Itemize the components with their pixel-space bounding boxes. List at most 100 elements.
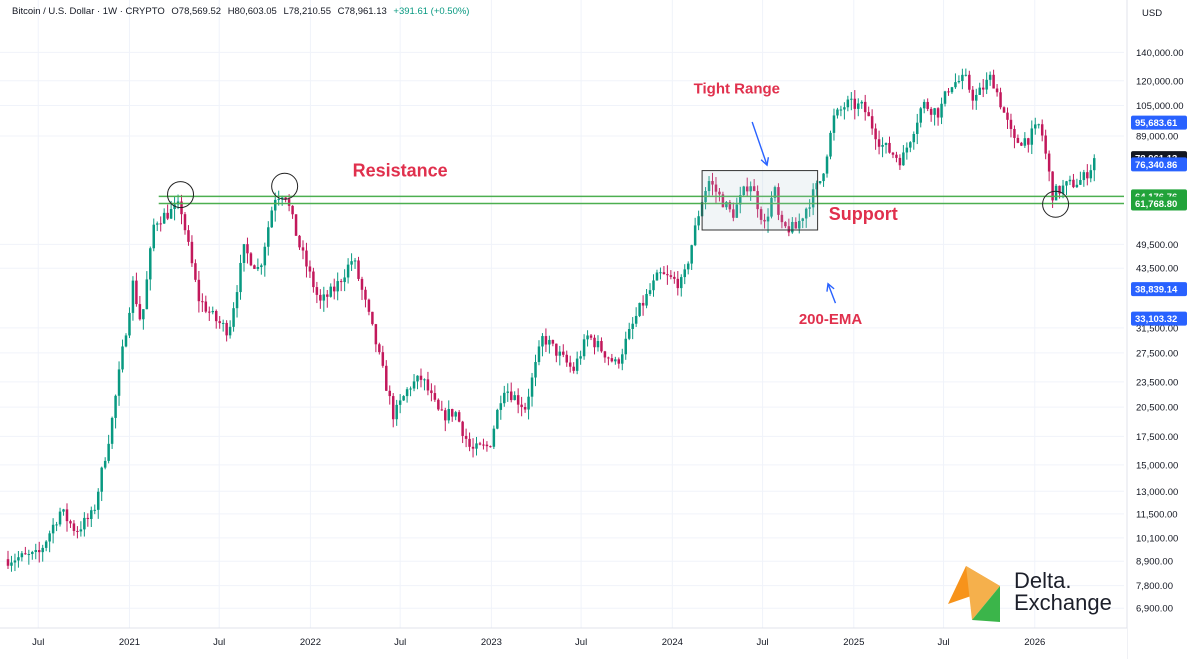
low-value: L78,210.55 [283, 6, 331, 17]
candle-body [225, 322, 228, 336]
candle-body [718, 191, 721, 195]
candle-body [211, 310, 215, 313]
candle-body [201, 301, 204, 303]
candle-body [482, 444, 485, 446]
candle-body [41, 547, 44, 553]
candle-body [995, 88, 999, 93]
candle-body [374, 324, 378, 345]
candle-body [898, 157, 902, 166]
candle-body [416, 375, 419, 382]
candle-body [492, 428, 496, 447]
candle-body [621, 354, 624, 364]
overlays: Resistance Support Tight Range 200-EMA [158, 81, 1124, 328]
candle-body [534, 362, 537, 378]
candle-body [575, 358, 579, 371]
candle-body [503, 392, 506, 404]
candle-body [728, 202, 732, 210]
candle-body [513, 395, 516, 401]
candle-body [388, 390, 391, 397]
annotation-label: 200-EMA [799, 311, 863, 328]
candle-body [55, 524, 58, 526]
candle-body [1034, 124, 1037, 129]
candle-body [142, 309, 145, 320]
candle-body [579, 356, 582, 359]
candle-body [169, 209, 173, 219]
price-tick-label: 27,500.00 [1136, 348, 1178, 359]
candle-body [246, 244, 249, 254]
price-tick-label: 23,500.00 [1136, 377, 1178, 388]
candle-body [277, 199, 280, 201]
price-badge [1131, 311, 1187, 326]
candle-body [968, 74, 971, 90]
delta-exchange-logo-mark [948, 566, 1000, 622]
candle-body [516, 395, 520, 405]
candle-body [555, 343, 558, 356]
price-tick-label: 6,900.00 [1136, 604, 1173, 615]
candle-body [975, 94, 978, 101]
candle-body [444, 410, 447, 421]
candle-body [798, 220, 801, 229]
candle-body [1068, 179, 1072, 182]
tight-range-box [701, 170, 819, 231]
candle-body [308, 266, 312, 272]
candle-body [83, 517, 86, 530]
candle-body [607, 357, 610, 359]
candle-body [680, 277, 683, 289]
candles [6, 68, 1096, 572]
candle-body [808, 207, 811, 209]
candle-body [353, 260, 357, 262]
candle-body [1058, 185, 1061, 194]
candle-body [860, 101, 863, 104]
candle-body [65, 509, 69, 522]
price-tick-label: 15,000.00 [1136, 460, 1178, 471]
candle-body [853, 98, 857, 109]
candle-body [187, 230, 190, 242]
candle-body [228, 326, 232, 336]
candle-body [17, 557, 20, 561]
candle-body [870, 116, 874, 129]
candle-body [940, 103, 943, 118]
candle-body [253, 265, 256, 269]
brand-line-2: Exchange [1014, 590, 1112, 615]
candle-body [777, 187, 780, 215]
candle-body [20, 553, 24, 558]
candle-body [263, 246, 267, 266]
candle-body [1054, 185, 1058, 201]
candle-body [62, 509, 65, 512]
candle-body [1016, 137, 1020, 143]
candle-body [686, 263, 690, 270]
candle-body [305, 250, 308, 267]
candle-body [301, 247, 305, 251]
annotation-arrowhead [826, 282, 835, 292]
candle-body [464, 435, 468, 439]
candle-body [322, 294, 326, 301]
price-tick-label: 120,000.00 [1136, 76, 1184, 87]
candle-body [454, 412, 457, 417]
candle-body [360, 278, 364, 290]
candle-body [909, 142, 912, 148]
candle-body [208, 311, 211, 313]
candle-body [596, 341, 600, 348]
price-badge [1131, 157, 1187, 172]
candle-body [37, 550, 41, 553]
candle-body [891, 152, 895, 155]
candle-body [846, 99, 850, 108]
candle-body [86, 517, 90, 519]
candle-body [235, 292, 239, 309]
candle-body [433, 393, 437, 400]
candle-body [627, 328, 631, 339]
candle-body [371, 311, 374, 325]
candle-body [1030, 128, 1034, 145]
price-badge-label: 76,340.86 [1135, 160, 1177, 171]
candle-body [412, 381, 416, 389]
candle-body [110, 417, 114, 444]
candle-body [267, 227, 270, 247]
candle-body [48, 533, 51, 542]
candle-body [832, 115, 836, 133]
annotation-label: Support [829, 204, 898, 224]
candle-body [905, 147, 909, 153]
candle-body [273, 199, 277, 211]
candle-body [815, 183, 818, 190]
